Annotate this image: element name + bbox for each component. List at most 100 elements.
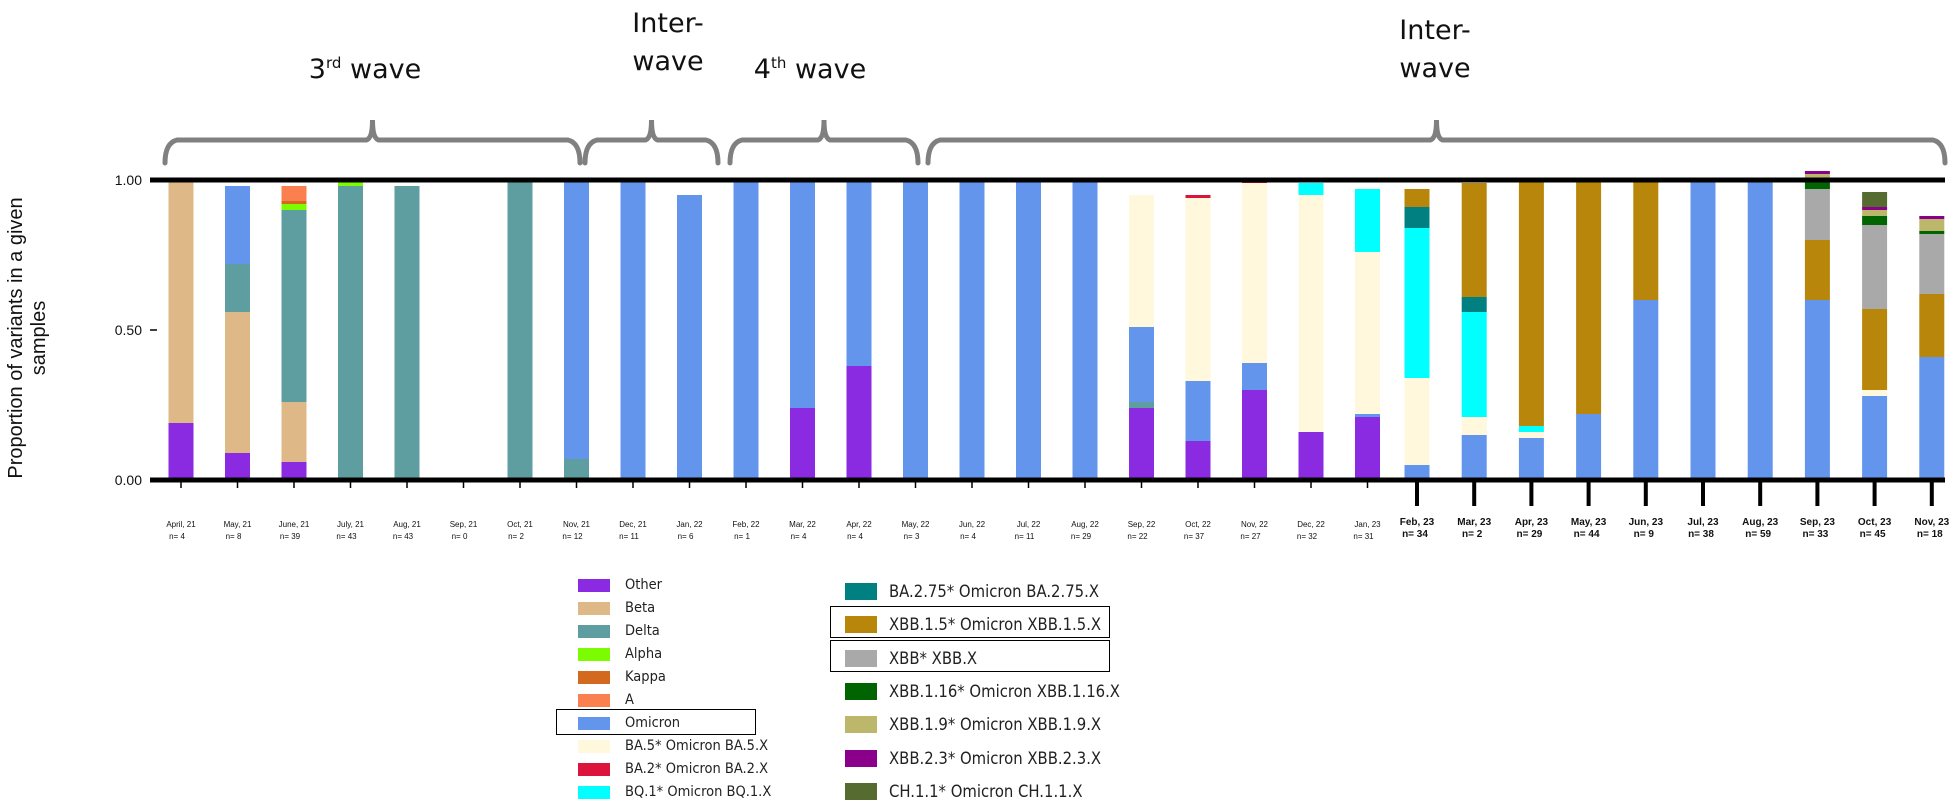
bar-segment (1185, 195, 1211, 198)
legend-swatch (578, 670, 610, 684)
legend-swatch (578, 578, 610, 592)
bar-segment (1185, 198, 1211, 381)
bar-segment (1355, 189, 1380, 252)
bar-segment (1404, 465, 1430, 480)
n-label: n= 37 (1184, 532, 1205, 541)
bar-segment (1461, 417, 1487, 435)
x-tick-label: Jun, 22 (959, 520, 986, 529)
x-tick-label: Sep, 22 (1128, 520, 1156, 529)
bar-segment (1129, 408, 1154, 480)
legend-label: BA.2.75* Omicron BA.2.75.X (889, 582, 1099, 601)
legend-swatch (578, 785, 610, 799)
wave-brace (162, 119, 583, 166)
bar-segment (1919, 231, 1945, 234)
legend-label: Beta (625, 600, 656, 616)
bar-segment (1862, 192, 1888, 207)
n-label: n= 4 (169, 532, 185, 541)
bar-segment (1576, 414, 1602, 480)
bar-segment (1919, 357, 1945, 480)
legend-item: BA.5* Omicron BA.5.X (578, 738, 768, 754)
bar-segment (1461, 435, 1487, 480)
n-label: n= 32 (1297, 532, 1318, 541)
legend-swatch (578, 601, 610, 615)
legend-swatch (578, 762, 610, 776)
bar-segment (1804, 240, 1830, 300)
wave-brace (727, 119, 921, 166)
n-label: n= 29 (1071, 532, 1092, 541)
bar-segment (1355, 414, 1380, 417)
bar-segment (1747, 180, 1773, 480)
bar-segment (1461, 297, 1487, 312)
x-tick-label: Aug, 23 (1742, 517, 1779, 528)
bar-segment (1690, 180, 1716, 480)
legend-item: XBB* XBB.X (845, 649, 977, 668)
bar-segment (1242, 183, 1267, 363)
x-tick-label: Dec, 22 (1297, 520, 1325, 529)
legend-item: Alpha (578, 646, 662, 662)
legend-label: BQ.1* Omicron BQ.1.X (625, 784, 772, 800)
n-label: n= 4 (960, 532, 976, 541)
bar-segment (1862, 207, 1888, 210)
n-label: n= 22 (1127, 532, 1148, 541)
legend-item: CH.1.1* Omicron CH.1.1.X (845, 782, 1083, 801)
x-tick-label: Feb, 23 (1400, 517, 1435, 528)
x-tick-label: May, 22 (902, 520, 930, 529)
bar-segment (1919, 294, 1945, 357)
bar-segment (168, 180, 194, 423)
x-tick-label: Nov, 22 (1241, 520, 1269, 529)
bar-segment (1461, 183, 1487, 297)
legend-highlight-box (556, 709, 756, 735)
bar-segment (1576, 180, 1602, 414)
legend-label: Omicron (625, 715, 681, 731)
legend-item: XBB.2.3* Omicron XBB.2.3.X (845, 749, 1101, 768)
bar-segment (281, 402, 307, 462)
n-label: n= 2 (1462, 529, 1483, 540)
bar-segment (1242, 363, 1267, 390)
legend-label: BA.2* Omicron BA.2.X (625, 761, 769, 777)
legend-label: Alpha (625, 646, 663, 662)
bar-segment (1518, 426, 1544, 432)
legend-swatch (845, 682, 877, 700)
x-tick-label: Mar, 23 (1457, 517, 1491, 528)
bar-segment (1298, 432, 1324, 480)
bar-segment (564, 180, 589, 459)
n-label: n= 8 (226, 532, 242, 541)
bar-segment (394, 186, 420, 480)
n-label: n= 44 (1574, 529, 1600, 540)
legend-label: BA.5* Omicron BA.5.X (625, 738, 769, 754)
bar-segment (281, 210, 307, 402)
bar-segment (620, 180, 646, 480)
bar-segment (1129, 402, 1154, 408)
legend-swatch (578, 624, 610, 638)
legend-swatch (845, 782, 877, 800)
n-label: n= 1 (734, 532, 750, 541)
legend-swatch (845, 749, 877, 767)
bar-segment (1919, 216, 1945, 219)
n-label: n= 18 (1917, 529, 1943, 540)
bar-segment (677, 195, 702, 480)
legend-item: Other (578, 577, 662, 593)
legend-item: Kappa (578, 669, 666, 685)
bar-segment (1862, 309, 1888, 390)
bar-segment (1518, 432, 1544, 438)
y-tick-label: 0.50 (115, 322, 142, 338)
x-tick-label: May, 23 (1571, 517, 1607, 528)
y-tick-label: 1.00 (115, 172, 142, 188)
bar-segment (1862, 396, 1888, 480)
bar-segment (1298, 183, 1324, 195)
bar-segment (1404, 228, 1430, 378)
legend-swatch (578, 716, 610, 730)
x-tick-label: Nov, 21 (563, 520, 591, 529)
bar-segment (1129, 327, 1154, 402)
x-tick-label: Jan, 22 (676, 520, 703, 529)
x-tick-label: Sep, 23 (1800, 517, 1835, 528)
bar-segment (1355, 417, 1380, 480)
bar-segment (338, 186, 363, 480)
n-label: n= 34 (1402, 529, 1428, 540)
bar-segment (1919, 234, 1945, 294)
bar-segment (281, 462, 307, 480)
legend-item: XBB.1.5* Omicron XBB.1.5.X (845, 615, 1101, 634)
legend-label: XBB.1.5* Omicron XBB.1.5.X (889, 615, 1102, 635)
bar-segment (1298, 195, 1324, 432)
n-label: n= 31 (1353, 532, 1374, 541)
